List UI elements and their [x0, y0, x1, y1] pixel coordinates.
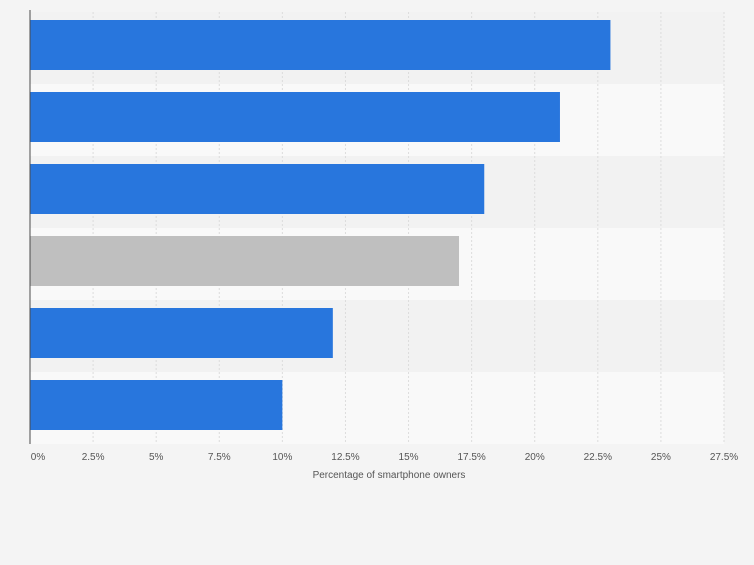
x-tick-label: 27.5%: [710, 452, 738, 463]
gridlines: [92, 12, 725, 444]
x-axis-label: Percentage of smartphone owners: [313, 470, 466, 481]
row-bands: [30, 12, 724, 444]
x-tick-label: 12.5%: [331, 452, 359, 463]
bars: [30, 20, 611, 430]
bar: [30, 92, 560, 142]
bar: [30, 308, 333, 358]
x-tick-label: 25%: [651, 452, 671, 463]
bar: [30, 380, 283, 430]
bar: [30, 164, 485, 214]
x-tick-label: 17.5%: [457, 452, 485, 463]
x-tick-label: 22.5%: [584, 452, 612, 463]
x-tick-label: 7.5%: [208, 452, 231, 463]
x-tick-label: 2.5%: [82, 452, 105, 463]
x-tick-label: 5%: [149, 452, 164, 463]
x-tick-label: 10%: [272, 452, 292, 463]
bar: [30, 20, 611, 70]
bar: [30, 236, 460, 286]
x-tick-label: 0%: [31, 452, 46, 463]
x-tick-labels: 0% 2.5% 5% 7.5% 10% 12.5% 15% 17.5% 20% 22.5% 25% 2…: [31, 452, 739, 463]
x-tick-label: 15%: [399, 452, 419, 463]
x-tick-label: 20%: [525, 452, 545, 463]
